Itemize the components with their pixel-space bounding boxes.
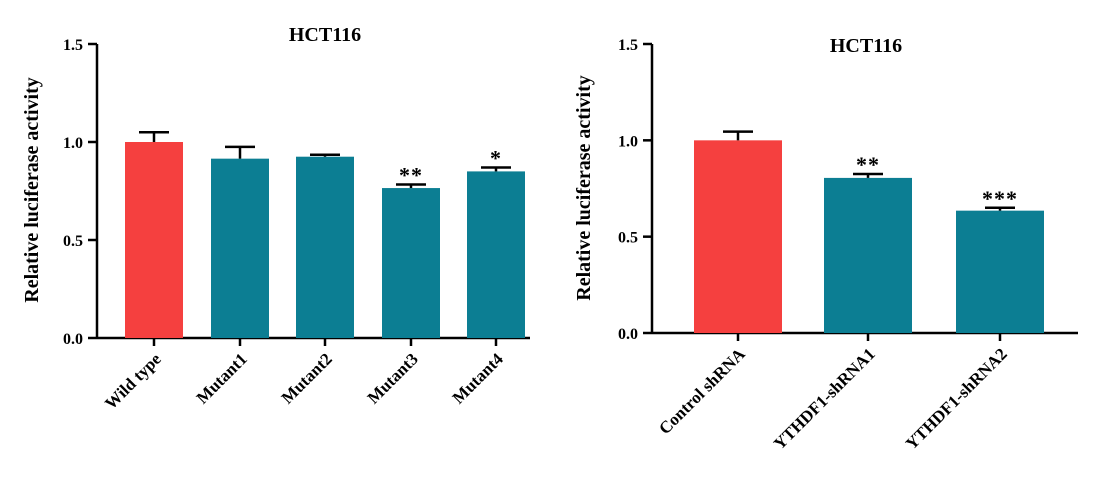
y-axis-label: Relative luciferase activity — [21, 77, 43, 302]
y-tick-label: 0.0 — [63, 331, 83, 348]
x-tick-label: Control shRNA — [655, 344, 749, 438]
bar-marks: 0.0 0.5 1.0 1.5 Control shRNA ** YTHDF1-shRNA1… — [618, 37, 1078, 453]
chart-panel-left: HCT116 Relative luciferase activity 0.00… — [21, 24, 530, 413]
chart-title: HCT116 — [830, 35, 902, 57]
y-tick-label: 1.0 — [618, 133, 638, 150]
y-axis-label: Relative luciferase activity — [573, 75, 595, 300]
y-tick-label: 0.0 — [618, 326, 638, 343]
significance-label: *** — [982, 186, 1018, 211]
x-tick-label: Mutant4 — [449, 349, 508, 408]
bar — [956, 210, 1044, 333]
chart-panel-right: HCT116 Relative luciferase activity 0.00… — [573, 35, 1078, 453]
significance-label: ** — [856, 152, 880, 177]
x-tick-label: YTHDF1-shRNA1 — [770, 344, 879, 453]
significance-label: * — [490, 145, 502, 170]
bar-marks: 0.0 0.5 1.0 1.5 Wild type Mutant1 Mutant2 ** Mut… — [63, 37, 530, 413]
bar — [211, 158, 269, 338]
bar — [467, 171, 525, 338]
bar — [125, 142, 183, 338]
x-tick-label: Mutant1 — [193, 349, 251, 407]
x-tick-label: Mutant2 — [278, 349, 336, 407]
chart-title: HCT116 — [289, 24, 361, 46]
y-tick-label: 1.0 — [63, 135, 83, 152]
x-tick-label: Mutant3 — [364, 349, 422, 407]
bar — [824, 177, 912, 333]
y-tick-label: 0.5 — [618, 230, 638, 247]
bar — [694, 140, 782, 333]
y-tick-label: 0.5 — [63, 233, 83, 250]
x-tick-label: YTHDF1-shRNA2 — [902, 344, 1011, 453]
bar — [296, 156, 354, 338]
y-tick-label: 1.5 — [618, 37, 638, 54]
x-tick-label: Wild type — [101, 349, 165, 413]
bar — [382, 188, 440, 338]
significance-label: ** — [399, 163, 423, 188]
y-tick-label: 1.5 — [63, 37, 83, 54]
